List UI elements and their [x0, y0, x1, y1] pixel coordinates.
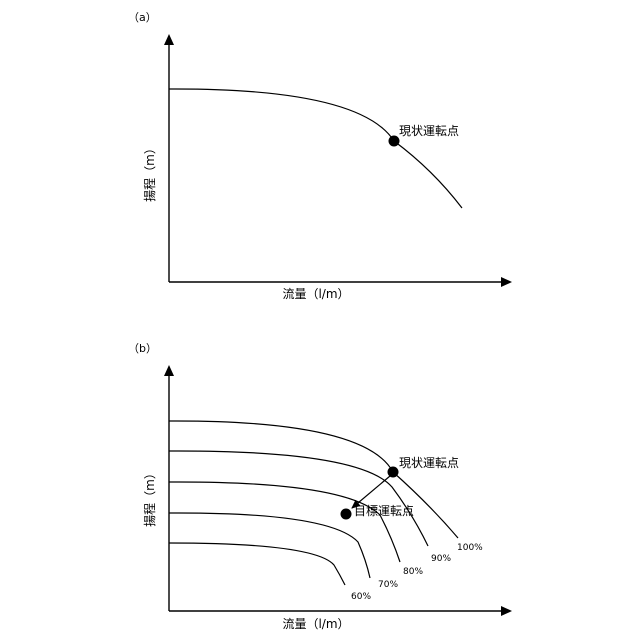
panel-b-curve-label-70: 70%: [378, 580, 398, 590]
panel-b-y-arrowhead: [164, 365, 174, 376]
panel-a-label: （a）: [128, 11, 157, 24]
panel-a-y-axis-label: 揚程（m）: [142, 142, 157, 202]
panel-a-current-point: [389, 136, 400, 147]
panel-b-curve-70: [169, 513, 370, 578]
panel-b-x-arrowhead: [501, 606, 512, 616]
panel-b-curve-label-90: 90%: [431, 554, 451, 564]
panel-a-pump-curve: [169, 89, 462, 208]
panel-b-x-axis-label: 流量（l/m）: [282, 617, 349, 631]
panel-a-current-point-label: 現状運転点: [399, 124, 459, 138]
panel-b-current-point: [388, 467, 399, 478]
panel-b-curve-label-80: 80%: [403, 567, 423, 577]
panel-b-label: （b）: [128, 342, 157, 355]
panel-b-curve-label-60: 60%: [351, 592, 371, 602]
panel-b: （b） 揚程（m） 流量（l/m） 100% 90% 80% 70% 60% 現…: [128, 342, 512, 631]
panel-b-curve-label-100: 100%: [457, 543, 483, 553]
panel-b-current-point-label: 現状運転点: [399, 456, 459, 470]
panel-b-target-point: [341, 509, 352, 520]
panel-b-curve-80: [169, 482, 400, 562]
panel-b-curve-60: [169, 543, 345, 585]
panel-a-x-arrowhead: [501, 277, 512, 287]
panel-a: （a） 揚程（m） 流量（l/m） 現状運転点: [128, 11, 512, 301]
panel-a-x-axis-label: 流量（l/m）: [282, 287, 349, 301]
panel-b-y-axis-label: 揚程（m）: [142, 467, 157, 527]
panel-b-target-point-label: 目標運転点: [354, 504, 414, 518]
panel-a-y-arrowhead: [164, 34, 174, 45]
